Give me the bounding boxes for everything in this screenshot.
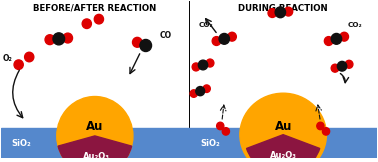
Circle shape [133,37,142,47]
Circle shape [228,32,236,41]
Circle shape [196,87,204,96]
Circle shape [57,97,133,162]
Text: BEFORE/AFTER REACTION: BEFORE/AFTER REACTION [33,4,156,13]
Circle shape [331,34,342,44]
Text: Au₂O₃: Au₂O₃ [84,152,110,161]
Circle shape [190,90,197,97]
Circle shape [337,61,347,71]
Text: DURING REACTION: DURING REACTION [239,4,328,13]
Bar [189,128,377,158]
Text: CO₂: CO₂ [348,22,363,28]
Circle shape [268,9,277,17]
Circle shape [203,85,210,93]
Circle shape [345,60,353,68]
Circle shape [219,34,229,44]
Circle shape [63,33,73,43]
Circle shape [331,64,339,72]
Circle shape [275,7,285,18]
Text: SiO₂: SiO₂ [12,139,31,148]
Circle shape [140,40,152,52]
Circle shape [25,52,34,62]
Bar [1,128,189,158]
Ellipse shape [240,93,327,162]
Circle shape [192,63,200,71]
Wedge shape [246,135,320,162]
Circle shape [317,122,324,130]
Text: Au: Au [86,120,104,133]
Circle shape [212,37,221,45]
Text: CO₂: CO₂ [198,22,213,28]
Circle shape [324,37,333,45]
Text: SiO₂: SiO₂ [200,139,220,148]
Circle shape [322,128,330,135]
Circle shape [340,32,349,41]
Circle shape [222,128,229,135]
Circle shape [198,60,208,70]
Text: Au₂O₃: Au₂O₃ [270,151,297,160]
Circle shape [206,59,214,67]
Circle shape [14,60,23,69]
Wedge shape [58,136,132,162]
Circle shape [217,122,224,130]
Circle shape [94,14,104,24]
Text: CO: CO [160,31,172,40]
Text: Au: Au [274,120,292,133]
Text: O₂: O₂ [3,54,12,63]
Circle shape [284,7,293,16]
Circle shape [82,19,91,29]
Circle shape [53,33,65,45]
Circle shape [45,35,54,45]
